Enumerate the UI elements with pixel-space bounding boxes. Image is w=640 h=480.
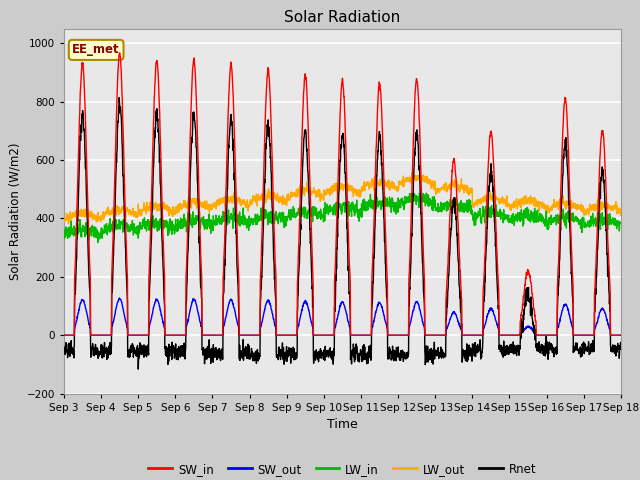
LW_out <box>60 217 68 223</box>
X-axis label: Time: Time <box>327 418 358 431</box>
Legend: SW_in, SW_out, LW_in, LW_out, Rnet: SW_in, SW_out, LW_in, LW_out, Rnet <box>144 458 541 480</box>
LW_out <box>617 212 625 217</box>
SW_out <box>216 332 223 338</box>
Rnet <box>617 340 625 346</box>
Rnet <box>115 95 123 100</box>
Line: SW_out: SW_out <box>64 298 621 335</box>
SW_out <box>617 332 625 338</box>
Title: Solar Radiation: Solar Radiation <box>284 10 401 25</box>
LW_out <box>216 199 223 204</box>
Rnet <box>568 284 576 290</box>
SW_out <box>359 332 367 338</box>
LW_out <box>408 170 416 176</box>
Text: EE_met: EE_met <box>72 43 120 56</box>
SW_in <box>371 191 379 196</box>
LW_out <box>505 201 513 206</box>
Rnet <box>505 344 513 350</box>
SW_in <box>617 332 625 338</box>
LW_in <box>568 217 576 223</box>
LW_in <box>359 199 367 205</box>
Rnet <box>134 366 142 372</box>
LW_out <box>371 183 379 189</box>
Rnet <box>216 355 223 360</box>
SW_out <box>116 295 124 301</box>
Rnet <box>584 344 591 349</box>
SW_in <box>504 332 512 338</box>
LW_in <box>417 189 425 195</box>
LW_in <box>505 212 513 218</box>
SW_in <box>568 256 575 262</box>
Rnet <box>371 223 379 228</box>
SW_out <box>371 314 379 320</box>
SW_in <box>60 332 68 338</box>
LW_in <box>94 240 102 246</box>
LW_in <box>216 221 223 227</box>
SW_in <box>116 50 124 56</box>
SW_in <box>584 332 591 338</box>
Line: LW_in: LW_in <box>64 192 621 243</box>
Rnet <box>359 343 367 349</box>
SW_out <box>60 332 68 338</box>
SW_out <box>584 332 591 338</box>
LW_in <box>617 220 625 226</box>
LW_out <box>568 203 576 208</box>
Y-axis label: Solar Radiation (W/m2): Solar Radiation (W/m2) <box>8 143 21 280</box>
SW_out <box>568 323 575 328</box>
SW_out <box>504 332 512 338</box>
LW_in <box>584 220 591 226</box>
LW_out <box>65 221 72 227</box>
LW_out <box>359 186 367 192</box>
SW_in <box>216 332 223 338</box>
LW_in <box>60 236 68 242</box>
Line: Rnet: Rnet <box>64 97 621 369</box>
LW_in <box>371 202 379 208</box>
Line: SW_in: SW_in <box>64 53 621 335</box>
Line: LW_out: LW_out <box>64 173 621 224</box>
LW_out <box>584 209 591 215</box>
Rnet <box>60 351 68 357</box>
SW_in <box>359 332 367 338</box>
